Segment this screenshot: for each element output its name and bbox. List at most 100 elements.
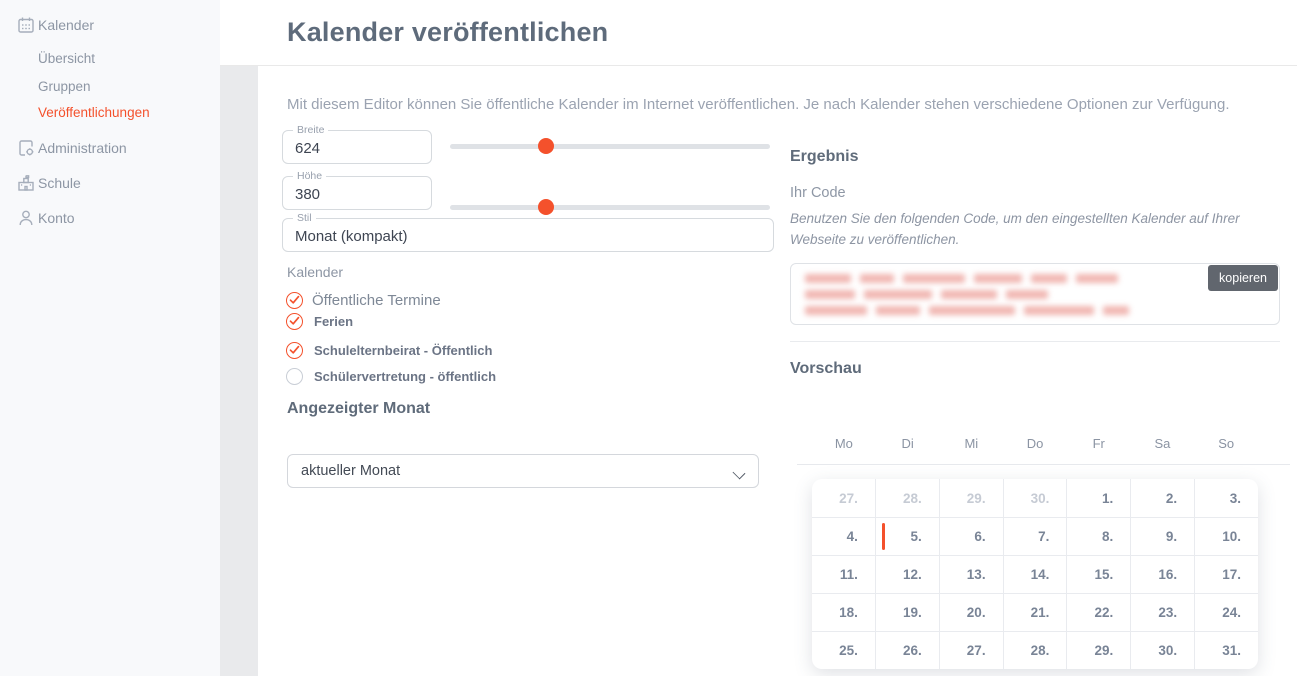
style-input[interactable] bbox=[283, 219, 773, 251]
day-number: 30. bbox=[1030, 490, 1050, 506]
checked-circle-icon[interactable] bbox=[286, 341, 303, 359]
calendar-day-cell: 11. bbox=[812, 556, 875, 593]
checked-circle-icon[interactable] bbox=[286, 291, 303, 309]
unchecked-circle-icon[interactable] bbox=[286, 367, 303, 385]
day-number: 14. bbox=[1030, 567, 1050, 582]
width-input[interactable] bbox=[283, 131, 431, 163]
day-number: 23. bbox=[1158, 605, 1178, 620]
weekday-label: Do bbox=[1026, 436, 1044, 451]
gutter-strip bbox=[220, 66, 258, 676]
displayed-month-heading: Angezeigter Monat bbox=[287, 400, 431, 417]
calendar-week-row: 27. 28. 29. 30. 1. 2. 3. bbox=[812, 479, 1258, 517]
height-slider[interactable] bbox=[450, 199, 770, 215]
section-divider bbox=[790, 341, 1280, 342]
width-slider[interactable] bbox=[450, 138, 770, 154]
weekday-label: Mi bbox=[964, 436, 979, 451]
calendar-day-cell: 27. bbox=[938, 632, 1003, 669]
day-number: 8. bbox=[1102, 529, 1114, 544]
code-box[interactable]: kopieren bbox=[790, 263, 1280, 325]
day-number: 17. bbox=[1222, 567, 1242, 582]
calendar-option-ffentliche-termine[interactable]: Öffentliche Termine bbox=[286, 290, 441, 310]
school-icon bbox=[16, 173, 36, 193]
calendar-week-row: 4. 5. 6. 7. 8. 9. 10. bbox=[812, 517, 1258, 555]
height-input[interactable] bbox=[283, 177, 431, 209]
height-slider-track[interactable] bbox=[450, 205, 770, 210]
result-heading: Ergebnis bbox=[790, 148, 859, 165]
calendar-day-cell: 8. bbox=[1066, 518, 1130, 555]
page-header: Kalender veröffentlichen bbox=[220, 0, 1297, 66]
calendar-day-cell: 5. bbox=[874, 518, 939, 555]
calendar-option-ferien[interactable]: Ferien bbox=[286, 311, 353, 331]
intro-text: Mit diesem Editor können Sie öffentliche… bbox=[287, 96, 1230, 113]
height-field-label: Höhe bbox=[293, 170, 327, 182]
day-number: 9. bbox=[1165, 529, 1178, 544]
calendar-option-sch-lervertretung-ffentlich[interactable]: Schülervertretung - öffentlich bbox=[286, 366, 496, 386]
calendar-day-cell: 23. bbox=[1130, 594, 1194, 631]
sidebar-item-kalender[interactable]: Kalender bbox=[0, 13, 220, 37]
height-field: Höhe bbox=[282, 170, 432, 210]
calendar-day-cell: 31. bbox=[1194, 632, 1258, 669]
page-title: Kalender veröffentlichen bbox=[287, 17, 609, 47]
calendar-day-cell: 13. bbox=[938, 556, 1003, 593]
calendar-day-cell: 21. bbox=[1002, 594, 1067, 631]
calendar-day-cell: 19. bbox=[874, 594, 939, 631]
calendar-day-cell: 14. bbox=[1002, 556, 1067, 593]
sidebar-item-schule[interactable]: Schule bbox=[0, 171, 220, 195]
copy-button[interactable]: kopieren bbox=[1208, 265, 1278, 291]
day-number: 12. bbox=[902, 567, 922, 582]
calendar-option-label: Schülervertretung - öffentlich bbox=[314, 368, 497, 384]
blurred-code-line bbox=[805, 290, 1048, 299]
sidebar-item-label: Gruppen bbox=[38, 78, 91, 94]
height-slider-thumb[interactable] bbox=[538, 199, 554, 215]
preview-heading: Vorschau bbox=[790, 360, 862, 377]
sidebar: Kalender Übersicht Gruppen Veröffentlichung… bbox=[0, 0, 220, 676]
checked-circle-icon[interactable] bbox=[286, 312, 303, 330]
day-number: 5. bbox=[910, 529, 922, 544]
your-code-label: Ihr Code bbox=[790, 185, 846, 201]
calendar-day-cell: 28. bbox=[874, 479, 939, 517]
day-number: 22. bbox=[1094, 605, 1114, 620]
day-number: 24. bbox=[1222, 605, 1242, 620]
sidebar-item-label: Veröffentlichungen bbox=[38, 104, 150, 120]
calendar-day-cell: 10. bbox=[1194, 518, 1258, 555]
calendar-week-row: 11. 12. 13. 14. 15. 16. 17. bbox=[812, 555, 1258, 593]
sidebar-item-label: Administration bbox=[38, 140, 127, 156]
calendar-day-cell: 2. bbox=[1130, 479, 1194, 517]
calendar-day-cell: 22. bbox=[1066, 594, 1130, 631]
calendar-day-cell: 6. bbox=[938, 518, 1003, 555]
sidebar-item-bersicht[interactable]: Übersicht bbox=[0, 46, 220, 70]
calendar-day-cell: 9. bbox=[1130, 518, 1194, 555]
width-slider-thumb[interactable] bbox=[538, 138, 554, 154]
calendar-option-label: Schulelternbeirat - Öffentlich bbox=[314, 342, 493, 358]
calendar-day-cell: 12. bbox=[874, 556, 939, 593]
day-number: 21. bbox=[1030, 605, 1050, 620]
calendar-option-schulelternbeirat-ffentlich[interactable]: Schulelternbeirat - Öffentlich bbox=[286, 340, 492, 360]
calendar-day-cell: 16. bbox=[1130, 556, 1194, 593]
sidebar-item-gruppen[interactable]: Gruppen bbox=[0, 74, 220, 98]
month-select[interactable]: aktueller Monat bbox=[287, 454, 759, 488]
month-select-value: aktueller Monat bbox=[301, 463, 401, 479]
blurred-code-line bbox=[805, 306, 1129, 315]
sidebar-item-konto[interactable]: Konto bbox=[0, 206, 220, 230]
day-number: 13. bbox=[966, 567, 986, 582]
sidebar-item-ver-ffentlichungen[interactable]: Veröffentlichungen bbox=[0, 100, 220, 124]
style-field-label: Stil bbox=[293, 212, 316, 224]
weekday-label: Sa bbox=[1154, 436, 1171, 451]
calendar-day-cell: 4. bbox=[812, 518, 875, 555]
day-number: 6. bbox=[974, 529, 986, 544]
sidebar-item-administration[interactable]: Administration bbox=[0, 136, 220, 160]
day-number: 19. bbox=[902, 605, 922, 620]
weekday-header-row: Mo Di Mi Do Fr Sa So bbox=[812, 436, 1258, 451]
day-number: 30. bbox=[1158, 643, 1178, 658]
content-area: Mit diesem Editor können Sie öffentliche… bbox=[258, 66, 1297, 676]
day-number: 29. bbox=[1094, 643, 1114, 658]
calendar-week-row: 25. 26. 27. 28. 29. 30. 31. bbox=[812, 631, 1258, 669]
code-description: Benutzen Sie den folgenden Code, um den … bbox=[790, 211, 1240, 247]
calendar-day-cell: 24. bbox=[1194, 594, 1258, 631]
day-number: 1. bbox=[1102, 490, 1114, 506]
width-slider-track[interactable] bbox=[450, 144, 770, 149]
day-number: 28. bbox=[1030, 643, 1050, 658]
calendar-day-cell: 26. bbox=[874, 632, 939, 669]
administration-icon bbox=[16, 138, 36, 158]
calendar-week-row: 18. 19. 20. 21. 22. 23. 24. bbox=[812, 593, 1258, 631]
